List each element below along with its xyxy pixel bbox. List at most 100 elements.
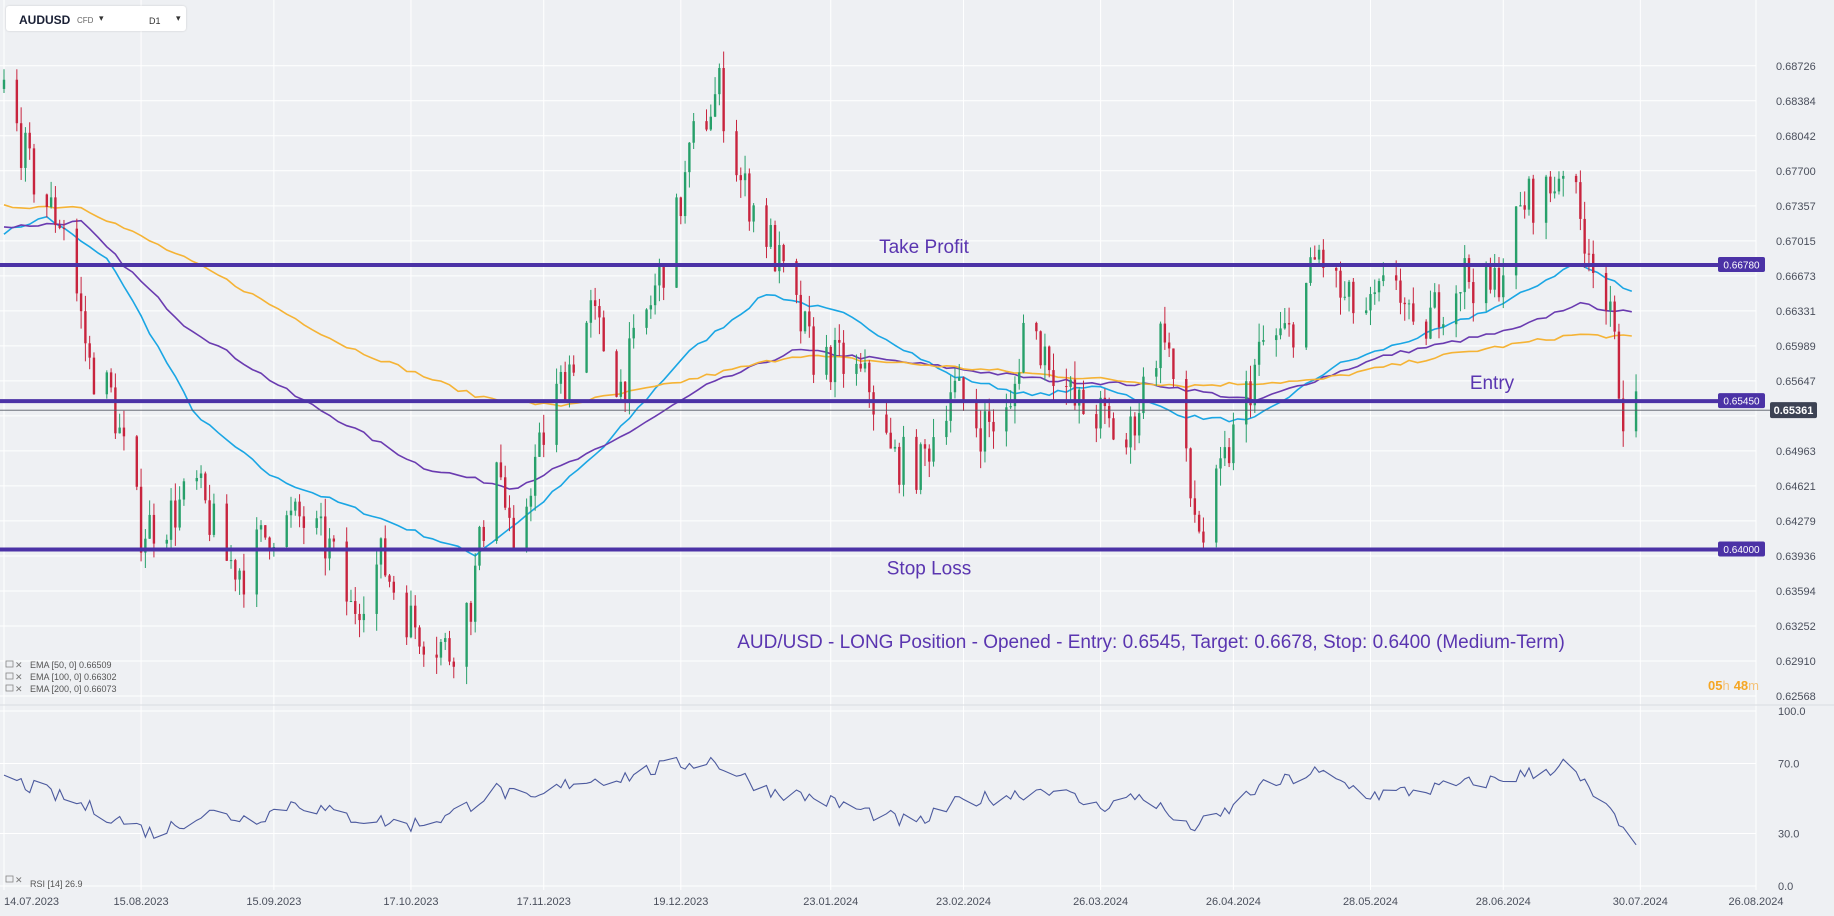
chevron-down-icon[interactable]: ▾ xyxy=(99,13,104,23)
candle xyxy=(135,434,138,491)
candle xyxy=(1163,306,1167,350)
candle xyxy=(1463,245,1466,310)
candle xyxy=(842,330,845,388)
candle xyxy=(289,496,293,528)
indicator-settings-icon[interactable] xyxy=(5,684,14,692)
candle xyxy=(683,160,687,224)
rsi-line xyxy=(3,756,1637,846)
candle xyxy=(533,444,537,511)
rsi-tick-label: 30.0 xyxy=(1778,829,1799,841)
candle xyxy=(1527,176,1531,216)
candle xyxy=(859,353,862,372)
candle xyxy=(118,413,121,434)
candle xyxy=(435,636,438,674)
candle xyxy=(109,368,113,393)
candle xyxy=(1232,412,1235,471)
candle xyxy=(1343,281,1346,301)
candle xyxy=(362,596,366,633)
candle xyxy=(15,69,19,132)
candle xyxy=(1099,390,1102,439)
symbol-name[interactable]: AUDUSD xyxy=(19,13,71,27)
candle xyxy=(559,365,563,394)
candle xyxy=(452,657,455,679)
date-tick-label: 15.09.2023 xyxy=(246,896,301,908)
candle xyxy=(1197,510,1201,534)
candle xyxy=(45,193,49,218)
rsi-settings-icon[interactable] xyxy=(5,875,14,883)
candle xyxy=(962,376,965,411)
level-price-tag-text: 0.66780 xyxy=(1723,260,1760,271)
candle xyxy=(1459,291,1462,312)
candle xyxy=(662,264,665,301)
indicator-settings-icon[interactable] xyxy=(5,660,14,668)
candle xyxy=(24,127,27,182)
candle xyxy=(92,352,96,395)
price-tick-label: 0.68726 xyxy=(1776,61,1816,73)
candle xyxy=(1399,268,1402,315)
candle xyxy=(1622,380,1625,447)
candle xyxy=(692,112,695,149)
price-tick-label: 0.64621 xyxy=(1776,481,1816,493)
candle xyxy=(49,181,53,209)
current-price-tag-text: 0.65361 xyxy=(1774,405,1814,417)
candle xyxy=(1472,268,1475,322)
candle xyxy=(645,308,648,335)
candle xyxy=(298,494,301,528)
candle xyxy=(1077,386,1081,424)
chevron-down-icon[interactable]: ▾ xyxy=(176,13,181,23)
candle xyxy=(619,369,623,401)
countdown: 05h 48m xyxy=(1708,678,1759,693)
candle xyxy=(799,280,802,344)
candle xyxy=(782,243,785,273)
candle xyxy=(473,553,477,633)
indicator-close-icon[interactable]: ✕ xyxy=(15,660,23,670)
candle xyxy=(808,295,811,338)
candle xyxy=(349,589,353,603)
candle xyxy=(1292,322,1295,358)
candle xyxy=(1167,332,1171,358)
indicator-close-icon[interactable]: ✕ xyxy=(15,684,23,694)
candle xyxy=(525,498,528,553)
candle xyxy=(983,401,987,463)
candle xyxy=(259,520,263,542)
countdown-hours-unit: h xyxy=(1722,678,1729,693)
level-price-tag-text: 0.65450 xyxy=(1723,397,1760,408)
candle xyxy=(1275,328,1278,357)
date-tick-label: 28.06.2024 xyxy=(1476,896,1531,908)
candle xyxy=(1048,345,1051,378)
candle xyxy=(499,444,503,481)
candle xyxy=(1544,174,1548,240)
symbol-selector-bar[interactable]: AUDUSD CFD ▾ D1 ▾ xyxy=(6,6,186,31)
candle xyxy=(529,488,533,522)
rsi-close-icon[interactable]: ✕ xyxy=(15,875,23,885)
candle xyxy=(444,632,447,650)
candle xyxy=(1043,333,1047,381)
candle xyxy=(315,510,318,535)
candle xyxy=(1305,282,1308,350)
candle xyxy=(958,364,961,381)
candle xyxy=(1429,290,1432,340)
candle xyxy=(469,600,473,636)
candle xyxy=(169,488,173,552)
price-tick-label: 0.67015 xyxy=(1776,236,1816,248)
level-label: Stop Loss xyxy=(887,558,972,579)
candle xyxy=(1313,245,1316,260)
candle xyxy=(833,327,837,398)
candle xyxy=(208,484,211,542)
candle xyxy=(1562,170,1565,197)
candle xyxy=(422,641,425,667)
candle xyxy=(623,380,627,413)
indicator-settings-icon[interactable] xyxy=(5,672,14,680)
candle xyxy=(1369,286,1372,326)
candle xyxy=(1364,297,1368,315)
candle xyxy=(54,186,57,233)
level-label: Entry xyxy=(1470,373,1515,394)
rsi-tick-label: 100.0 xyxy=(1778,706,1806,718)
candle xyxy=(748,168,751,231)
candle xyxy=(1454,285,1458,338)
timeframe-selector[interactable]: D1 xyxy=(149,16,161,26)
candle xyxy=(204,471,207,504)
rsi-label: RSI [14] 26.9 xyxy=(30,879,83,889)
candle xyxy=(829,345,832,390)
indicator-close-icon[interactable]: ✕ xyxy=(15,672,23,682)
